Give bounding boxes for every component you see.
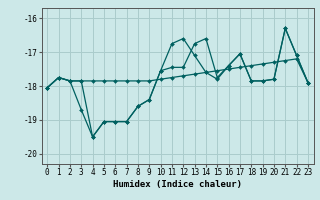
X-axis label: Humidex (Indice chaleur): Humidex (Indice chaleur) xyxy=(113,180,242,189)
